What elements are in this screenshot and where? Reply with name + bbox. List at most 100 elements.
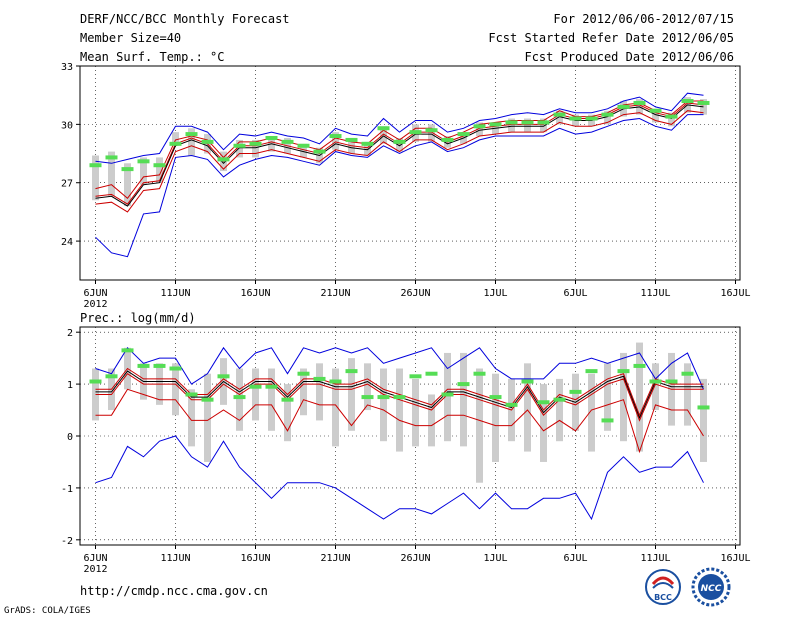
ncc-logo-icon: NCC <box>689 567 733 607</box>
x-tick-label: 1JUL <box>483 288 507 299</box>
ensemble-box <box>204 373 211 462</box>
observation-mark <box>217 157 230 162</box>
observation-mark <box>521 120 534 125</box>
ensemble-box <box>428 124 435 142</box>
observation-mark <box>297 371 310 376</box>
ensemble-box <box>412 378 419 447</box>
observation-mark <box>425 371 438 376</box>
observation-mark <box>633 363 646 368</box>
observation-mark <box>681 99 694 104</box>
observation-mark <box>409 130 422 135</box>
source-url[interactable]: http://cmdp.ncc.cma.gov.cn <box>80 584 268 598</box>
series-mean_lower-line <box>95 110 704 213</box>
ensemble-box <box>348 358 355 431</box>
observation-mark <box>473 371 486 376</box>
observation-mark <box>105 374 118 379</box>
ensemble-box <box>444 352 451 442</box>
ensemble-box <box>108 151 115 197</box>
series-spread_low-line <box>95 388 704 454</box>
forecast-produced-date: Fcst Produced Date 2012/06/06 <box>524 50 734 64</box>
ensemble-box <box>140 157 147 185</box>
ensemble-box <box>604 110 611 125</box>
ensemble-box <box>332 132 339 150</box>
chart-title-source: DERF/NCC/BCC Monthly Forecast <box>80 12 290 26</box>
observation-mark <box>441 392 454 397</box>
x-tick-label: 26JUN <box>400 553 430 564</box>
x-tick-label: 6JUN <box>83 288 107 299</box>
x-tick-label: 16JUN <box>240 553 270 564</box>
member-size-label: Member Size=40 <box>80 31 182 45</box>
x-tick-label: 6JUN <box>83 553 107 564</box>
ensemble-box <box>652 108 659 123</box>
observation-mark <box>617 369 630 374</box>
observation-mark <box>537 120 550 125</box>
observation-mark <box>441 137 454 142</box>
bcc-logo-icon: BCC <box>641 568 685 606</box>
ensemble-box <box>188 128 195 156</box>
y-tick-label: 1 <box>67 380 73 391</box>
x-tick-label: 16JUL <box>720 288 750 299</box>
y-tick-label: 27 <box>61 179 73 190</box>
observation-mark <box>89 163 102 168</box>
ensemble-box <box>188 389 195 447</box>
observation-mark <box>201 139 214 144</box>
observation-mark <box>697 100 710 105</box>
x-tick-label: 11JUN <box>160 288 190 299</box>
observation-mark <box>649 108 662 113</box>
observation-mark <box>313 376 326 381</box>
x-year-label: 2012 <box>83 299 107 310</box>
ensemble-box <box>604 363 611 431</box>
y-tick-label: 30 <box>61 120 73 131</box>
ensemble-box <box>252 368 259 421</box>
observation-mark <box>681 371 694 376</box>
y-tick-label: -2 <box>61 536 73 547</box>
ensemble-box <box>364 141 371 156</box>
observation-mark <box>313 149 326 154</box>
ensemble-box <box>492 373 499 462</box>
observation-mark <box>601 418 614 423</box>
ensemble-box <box>156 157 163 183</box>
ensemble-box <box>172 363 179 416</box>
ensemble-box <box>92 155 99 201</box>
observation-mark <box>505 402 518 407</box>
ensemble-box <box>348 139 355 154</box>
forecast-start-date: Fcst Started Refer Date 2012/06/05 <box>488 31 734 45</box>
observation-mark <box>105 155 118 160</box>
ensemble-box <box>668 112 675 127</box>
ensemble-box <box>588 373 595 452</box>
observation-mark <box>281 397 294 402</box>
observation-mark <box>457 382 470 387</box>
observation-mark <box>585 369 598 374</box>
observation-mark <box>345 369 358 374</box>
x-tick-label: 21JUN <box>320 553 350 564</box>
grads-credit: GrADS: COLA/IGES <box>4 606 91 616</box>
observation-mark <box>649 379 662 384</box>
ensemble-box <box>236 368 243 431</box>
observation-mark <box>169 141 182 146</box>
observation-mark <box>345 137 358 142</box>
observation-mark <box>569 389 582 394</box>
observation-mark <box>329 134 342 139</box>
observation-mark <box>249 384 262 389</box>
observation-mark <box>121 348 134 353</box>
y-tick-label: 0 <box>67 432 73 443</box>
observation-mark <box>137 159 150 164</box>
x-tick-label: 26JUN <box>400 288 430 299</box>
observation-mark <box>489 395 502 400</box>
observation-mark <box>329 379 342 384</box>
observation-mark <box>617 104 630 109</box>
observation-mark <box>393 395 406 400</box>
forecast-period: For 2012/06/06-2012/07/15 <box>553 12 734 26</box>
observation-mark <box>361 141 374 146</box>
x-tick-label: 16JUL <box>720 553 750 564</box>
x-tick-label: 6JUL <box>563 553 587 564</box>
observation-mark <box>489 122 502 127</box>
ensemble-box <box>540 118 547 133</box>
observation-mark <box>409 374 422 379</box>
series-mean_lower-line <box>95 373 704 422</box>
observation-mark <box>185 132 198 137</box>
y-tick-label: -1 <box>61 484 73 495</box>
ensemble-box <box>124 163 131 207</box>
